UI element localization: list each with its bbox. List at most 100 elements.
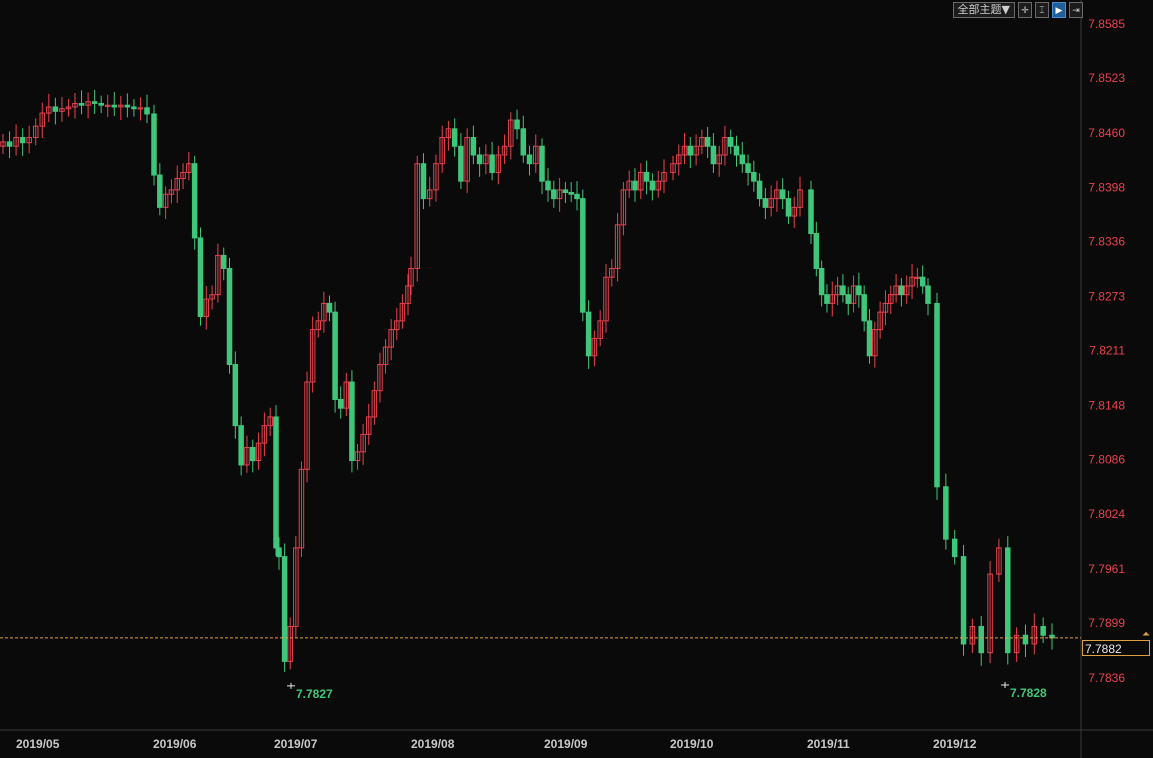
candle-body bbox=[298, 468, 305, 549]
x-tick-label: 2019/05 bbox=[16, 737, 60, 751]
candle-body bbox=[898, 285, 905, 296]
candle-body bbox=[197, 237, 204, 318]
candle-body bbox=[281, 556, 288, 662]
x-tick-label: 2019/09 bbox=[544, 737, 588, 751]
candle-body bbox=[309, 329, 316, 383]
candle-body bbox=[371, 390, 378, 418]
candle-body bbox=[845, 294, 851, 304]
candle-body bbox=[818, 267, 825, 296]
candle-body bbox=[520, 128, 527, 156]
candle-body bbox=[649, 180, 656, 191]
indicator-icon[interactable]: ⌶ bbox=[1035, 2, 1049, 18]
candle-body bbox=[39, 112, 46, 127]
y-tick-label: 7.8148 bbox=[1088, 399, 1125, 413]
next-icon[interactable]: ⇥ bbox=[1069, 2, 1083, 18]
candle-body bbox=[562, 189, 569, 194]
candle-body bbox=[797, 189, 803, 208]
price-up-arrow-icon: ⏶ bbox=[1142, 629, 1150, 640]
candle-body bbox=[244, 446, 250, 466]
play-icon[interactable]: ▶ bbox=[1052, 2, 1066, 18]
candle-body bbox=[919, 276, 926, 287]
candle-body bbox=[733, 145, 740, 156]
candle-body bbox=[1031, 625, 1038, 645]
candle-body bbox=[661, 171, 667, 182]
candle-body bbox=[191, 163, 198, 239]
candle-body bbox=[533, 145, 539, 165]
candle-body bbox=[19, 137, 26, 144]
candle-body bbox=[293, 547, 299, 627]
candle-body bbox=[445, 128, 452, 139]
candle-body bbox=[591, 337, 598, 357]
y-tick-label: 7.8460 bbox=[1088, 126, 1125, 140]
candle-body bbox=[597, 320, 603, 339]
candle-body bbox=[118, 104, 124, 108]
candle-body bbox=[408, 267, 414, 287]
candle-body bbox=[124, 104, 131, 108]
candle-body bbox=[655, 180, 661, 191]
y-tick-label: 7.8024 bbox=[1088, 507, 1125, 521]
candle-body bbox=[638, 171, 644, 191]
candle-body bbox=[866, 320, 873, 357]
y-tick-label: 7.8585 bbox=[1088, 17, 1125, 31]
candle-body bbox=[360, 433, 366, 453]
candle-body bbox=[681, 145, 688, 156]
candle-body bbox=[232, 364, 239, 427]
candle-body bbox=[220, 254, 227, 269]
candle-body bbox=[882, 302, 889, 313]
candle-body bbox=[439, 137, 445, 165]
candle-body bbox=[495, 154, 502, 173]
crosshair-icon[interactable]: ✛ bbox=[1018, 2, 1032, 18]
candle-body bbox=[951, 538, 958, 558]
candle-body bbox=[768, 198, 774, 208]
candle-body bbox=[349, 381, 355, 462]
candle-body bbox=[13, 137, 19, 147]
candle-body bbox=[785, 198, 792, 217]
candle-body bbox=[304, 381, 310, 470]
candle-body bbox=[420, 163, 427, 200]
candle-body bbox=[226, 267, 233, 366]
y-tick-label: 7.8336 bbox=[1088, 234, 1125, 248]
candle-body bbox=[909, 276, 915, 287]
candle-body bbox=[568, 192, 574, 195]
candle-body bbox=[556, 189, 563, 200]
candle-body bbox=[829, 294, 836, 304]
candle-body bbox=[131, 106, 137, 110]
candle-body bbox=[157, 174, 163, 208]
candle-body bbox=[276, 547, 282, 558]
y-tick-label: 7.8273 bbox=[1088, 289, 1125, 303]
candle-body bbox=[343, 381, 350, 409]
candle-body bbox=[545, 180, 551, 191]
candle-body bbox=[186, 163, 192, 173]
candle-body bbox=[476, 154, 483, 165]
candle-body bbox=[382, 346, 389, 366]
candle-body bbox=[585, 311, 592, 357]
candle-body bbox=[6, 141, 13, 147]
candle-body bbox=[580, 198, 586, 313]
candle-body bbox=[756, 180, 763, 200]
candle-body bbox=[0, 141, 6, 147]
x-tick-label: 2019/11 bbox=[807, 737, 850, 751]
candle-body bbox=[676, 154, 682, 165]
candle-body bbox=[489, 154, 495, 173]
candle-body bbox=[872, 329, 878, 357]
candle-body bbox=[32, 125, 39, 139]
theme-select[interactable]: 全部主题▼ bbox=[952, 2, 1015, 18]
candle-body bbox=[626, 180, 632, 191]
candle-body bbox=[470, 137, 477, 156]
candle-body bbox=[1040, 625, 1046, 636]
candle-body bbox=[255, 442, 262, 462]
candle-body bbox=[414, 163, 420, 269]
candle-body bbox=[104, 104, 111, 107]
current-price-tag: 7.7882 bbox=[1082, 640, 1150, 656]
candle-body bbox=[969, 625, 976, 645]
candle-body bbox=[483, 154, 489, 165]
candle-body bbox=[332, 311, 338, 400]
candle-body bbox=[943, 486, 949, 540]
candle-body bbox=[614, 224, 621, 269]
candle-body bbox=[26, 137, 32, 144]
candle-body bbox=[365, 416, 372, 435]
candle-body bbox=[78, 102, 85, 106]
candle-body bbox=[388, 329, 394, 348]
candle-body bbox=[267, 416, 273, 427]
candle-body bbox=[59, 108, 65, 112]
